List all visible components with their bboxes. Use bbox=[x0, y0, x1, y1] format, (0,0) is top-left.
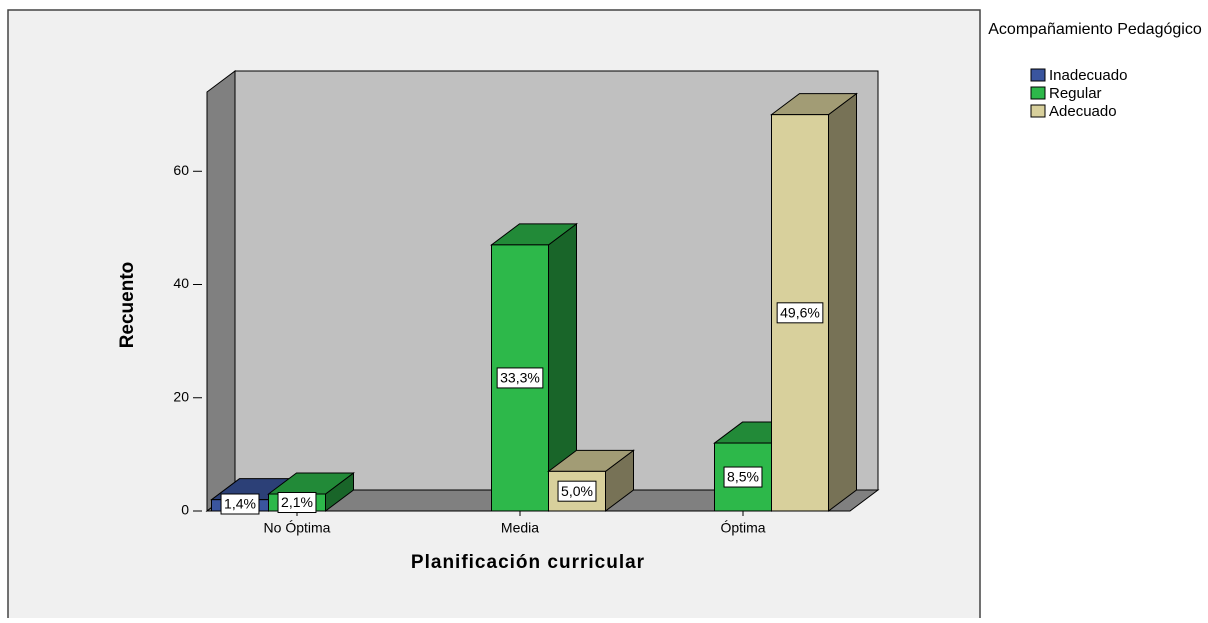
x-axis-title: Planificación curricular bbox=[411, 552, 645, 573]
legend-label: Inadecuado bbox=[1049, 67, 1127, 84]
data-label-box bbox=[220, 493, 260, 515]
x-tick-label: No Óptima bbox=[264, 520, 331, 536]
legend-label: Regular bbox=[1049, 85, 1102, 102]
legend-label: Adecuado bbox=[1049, 103, 1117, 120]
legend-swatch bbox=[1030, 68, 1046, 82]
data-label-box bbox=[557, 480, 597, 502]
legend-title: Acompañamiento Pedagógico bbox=[988, 21, 1202, 38]
y-tick-label: 0 bbox=[181, 502, 189, 518]
data-label: 5,0% bbox=[561, 483, 593, 499]
data-label: 49,6% bbox=[780, 305, 820, 321]
data-label-box bbox=[776, 302, 824, 324]
data-label: 1,4% bbox=[224, 496, 256, 512]
bar-side bbox=[828, 92, 857, 512]
legend-swatch bbox=[1030, 86, 1046, 100]
y-tick-label: 60 bbox=[173, 162, 189, 178]
data-label-box bbox=[723, 466, 763, 488]
data-label: 2,1% bbox=[281, 494, 313, 510]
y-tick-label: 20 bbox=[173, 388, 189, 404]
data-label-box bbox=[496, 367, 544, 389]
y-tick-label: 40 bbox=[173, 275, 189, 291]
data-label: 8,5% bbox=[727, 469, 759, 485]
left-wall bbox=[206, 70, 236, 512]
x-tick-label: Media bbox=[501, 520, 539, 536]
x-tick-label: Óptima bbox=[720, 520, 765, 536]
data-label: 33,3% bbox=[500, 370, 540, 386]
y-axis-title: Recuento bbox=[117, 262, 138, 349]
legend-swatch bbox=[1030, 104, 1046, 118]
data-label-box bbox=[277, 492, 317, 514]
